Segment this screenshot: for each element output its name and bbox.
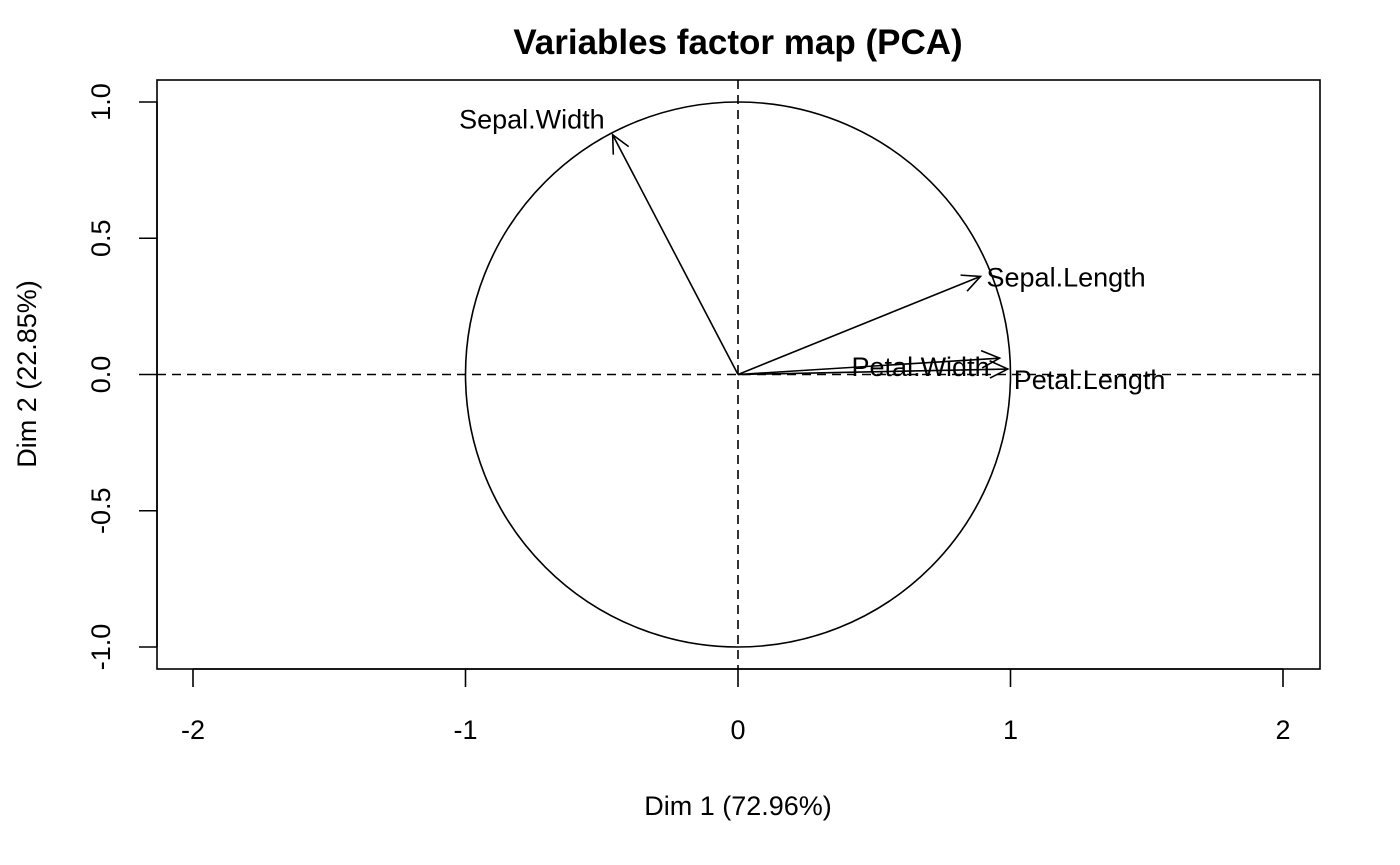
arrowhead-sepal-width: [611, 133, 630, 155]
x-tick-label: -2: [181, 715, 205, 745]
x-tick-label: 2: [1275, 715, 1290, 745]
arrow-shaft-sepal-width: [611, 134, 739, 375]
y-tick-label: 0.5: [86, 219, 116, 257]
arrowhead-petal-width: [980, 349, 1002, 369]
arrowhead-sepal-length: [960, 274, 983, 292]
x-tick-label: 1: [1003, 715, 1018, 745]
correlation-circle: [464, 101, 1012, 648]
y-tick-label: -1.0: [86, 624, 116, 671]
x-tick-label: 0: [730, 715, 745, 745]
label-petal-width: Petal.Width: [852, 352, 990, 382]
arrow-sepal-width: Sepal.Width: [459, 105, 739, 375]
y-axis: -1.0 -0.5 0.0 0.5 1.0: [86, 83, 158, 671]
arrow-petal-length: Petal.Length: [737, 360, 1166, 395]
y-tick-label: -0.5: [86, 487, 116, 534]
y-axis-label: Dim 2 (22.85%): [12, 280, 42, 468]
label-petal-length: Petal.Length: [1014, 365, 1166, 395]
arrow-sepal-length: Sepal.Length: [737, 262, 1146, 376]
y-tick-label: 0.0: [86, 356, 116, 394]
y-tick-label: 1.0: [86, 83, 116, 121]
x-axis: -2 -1 0 1 2: [181, 668, 1291, 745]
arrow-petal-width: Petal.Width: [737, 349, 1002, 382]
x-axis-label: Dim 1 (72.96%): [644, 791, 832, 821]
x-tick-label: -1: [453, 715, 477, 745]
label-sepal-length: Sepal.Length: [987, 262, 1146, 292]
chart-title: Variables factor map (PCA): [513, 23, 962, 62]
arrow-shaft-sepal-length: [737, 275, 981, 376]
label-sepal-width: Sepal.Width: [459, 105, 605, 135]
arrow-shaft-petal-width: [737, 357, 1000, 376]
arrowhead-petal-length: [989, 360, 1010, 379]
variable-arrows: Sepal.Length Sepal.Width Petal.Length Petal…: [459, 105, 1165, 395]
arrow-shaft-petal-length: [737, 368, 1008, 376]
